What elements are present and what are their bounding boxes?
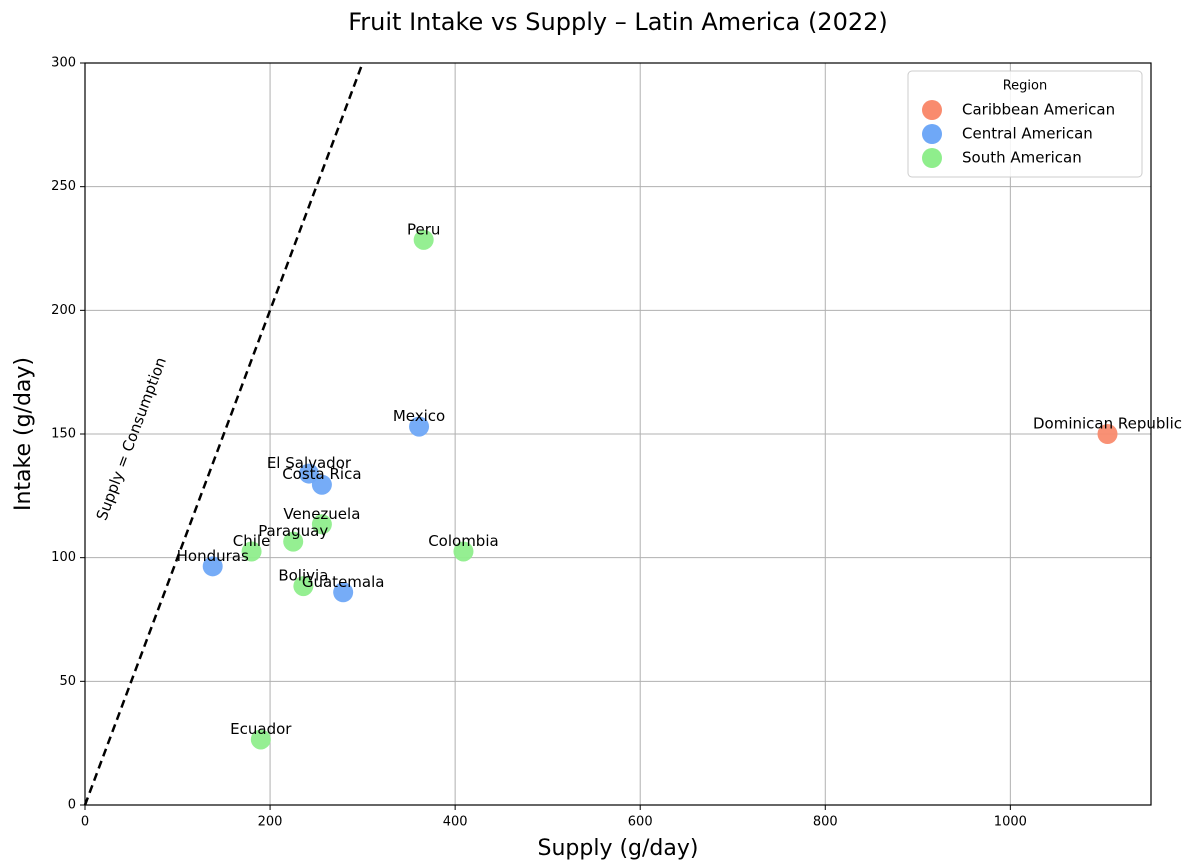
plot-frame xyxy=(84,62,1152,806)
x-tick-label: 200 xyxy=(258,815,283,830)
legend-marker xyxy=(922,148,942,168)
point xyxy=(453,541,474,562)
reference-line-label: Supply = Consumption xyxy=(93,355,170,523)
y-tick-label: 50 xyxy=(59,674,76,689)
legend-title: Region xyxy=(1003,79,1048,94)
point xyxy=(311,474,332,495)
y-tick-label: 150 xyxy=(51,427,76,442)
y-axis-label: Intake (g/day) xyxy=(11,357,36,511)
y-tick-label: 200 xyxy=(51,303,76,318)
point-label: Ecuador xyxy=(230,720,292,738)
point-label: Guatemala xyxy=(302,573,385,591)
point-label: Costa Rica xyxy=(282,465,361,483)
point-label: Colombia xyxy=(428,532,499,550)
x-tick-label: 400 xyxy=(443,815,468,830)
x-tick-label: 800 xyxy=(813,815,838,830)
point-label: Dominican Republic xyxy=(1033,415,1182,433)
point xyxy=(1097,424,1118,444)
point xyxy=(311,514,332,535)
point xyxy=(333,582,354,603)
point-label: Honduras xyxy=(177,547,249,565)
y-tick-label: 100 xyxy=(51,550,76,565)
point xyxy=(241,541,262,562)
legend-label: Caribbean American xyxy=(962,101,1115,119)
point-label: Bolivia xyxy=(278,567,328,585)
chart-title: Fruit Intake vs Supply – Latin America (… xyxy=(348,8,888,36)
point xyxy=(298,463,319,484)
point xyxy=(409,416,430,437)
point-label: Venezuela xyxy=(283,505,360,523)
point xyxy=(293,576,314,597)
y-tick-label: 300 xyxy=(51,56,76,71)
legend: Region Caribbean American Central American… xyxy=(907,70,1143,178)
point xyxy=(413,229,434,250)
y-tick-label: 0 xyxy=(68,798,76,813)
legend-marker xyxy=(922,100,942,120)
x-axis-label: Supply (g/day) xyxy=(538,836,699,861)
x-tick-label: 1000 xyxy=(994,815,1027,830)
point-label: Paraguay xyxy=(258,522,328,540)
reference-line xyxy=(83,62,364,806)
legend-marker xyxy=(922,124,942,144)
legend-label: South American xyxy=(962,149,1082,167)
y-tick-label: 250 xyxy=(51,179,76,194)
point-label: El Salvador xyxy=(267,454,352,472)
point xyxy=(202,556,223,577)
point-label: Peru xyxy=(407,220,440,238)
x-tick-label: 0 xyxy=(81,815,89,830)
point-label: Chile xyxy=(233,532,271,550)
point xyxy=(283,531,304,552)
legend-box xyxy=(907,70,1143,178)
x-tick-label: 600 xyxy=(628,815,653,830)
point xyxy=(250,729,271,750)
point-label: Mexico xyxy=(393,407,445,425)
legend-label: Central American xyxy=(962,125,1093,143)
